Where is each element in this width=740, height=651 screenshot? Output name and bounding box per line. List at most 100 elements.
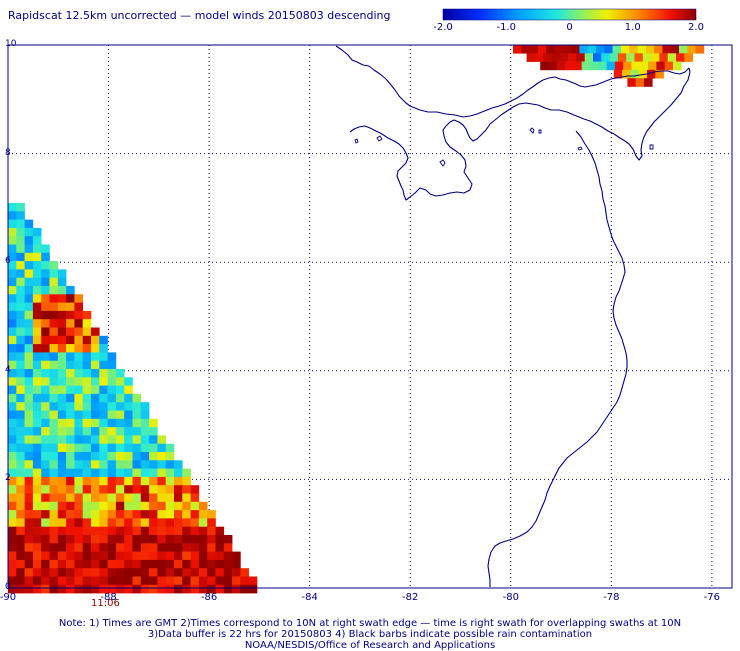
swath-cell [41,452,50,461]
swath-cell [529,45,539,54]
swath-cell [8,360,17,370]
swath-cell [99,576,108,586]
swath-cell [659,53,668,62]
swath-cell [91,535,100,544]
swath-cell [49,435,59,444]
swath-cell [74,510,83,519]
swath-cell [57,501,67,511]
swath-cell [41,261,50,270]
swath-cell [82,360,92,370]
swath-cell [215,526,225,536]
swath-cell [207,510,216,519]
swath-cell [132,568,142,577]
swath-cell [8,485,17,494]
swath-cell [16,510,25,519]
swath-cell [149,418,158,428]
swath-cell [174,485,183,494]
swath-cell [198,551,208,561]
swath-cell [8,385,17,395]
swath-cell [598,61,607,71]
swath-cell [165,518,175,527]
x-tick-label: -86 [200,592,218,603]
swath-cell [91,393,100,403]
swath-cell [74,452,83,461]
swath-cell [157,543,166,552]
swath-cell [124,385,133,395]
swath-cell [115,559,125,569]
swath-cell [49,427,59,436]
swath-cell [49,443,59,453]
swath-cell [8,418,17,428]
swath-cell [57,418,67,428]
swath-cell [149,460,158,469]
swath-cell [190,526,200,536]
swath-cell [41,352,50,361]
swath-cell [115,584,125,594]
swath-cell [617,53,627,62]
swath-cell [66,385,75,395]
swath-cell [248,584,258,594]
swath-cell [41,377,50,386]
swath-cell [115,576,125,586]
swath-cell [24,294,34,303]
swath-cell [99,335,108,345]
swath-cell [667,53,677,62]
swath-cell [49,476,59,486]
swath-cell [107,476,117,486]
swath-cell [32,476,42,486]
swath-cell [66,543,75,552]
swath-cell [223,576,233,586]
swath-cell [182,518,191,527]
swath-northeast [513,45,705,87]
swath-cell [24,402,34,411]
swath-cell [24,559,34,569]
swath-cell [8,535,17,544]
swath-cell [556,61,566,71]
swath-cell [132,584,142,594]
swath-cell [190,543,200,552]
swath-cell [8,252,17,262]
swath-cell [32,526,42,536]
swath-cell [107,468,117,478]
swath-cell [32,551,42,561]
swath-cell [107,460,117,469]
swath-cell [149,518,158,527]
swath-cell [554,45,564,54]
swath-cell [66,327,75,337]
swath-cell [74,369,83,378]
swath-cell [174,476,183,486]
swath-cell [546,45,555,54]
swath-cell [16,543,25,552]
swath-cell [41,443,50,453]
swath-cell [57,369,67,378]
swath-cell [57,576,67,586]
swath-cell [16,501,25,511]
swath-cell [74,402,83,411]
swath-cell [32,302,42,312]
swath-cell [32,468,42,478]
swath-cell [24,227,34,237]
swath-cell [140,427,150,436]
swath-cell [74,576,83,586]
x-tick-label: -84 [301,592,318,603]
swath-cell [49,402,59,411]
swath-cell [24,302,34,312]
y-tick-label: 8 [5,147,11,158]
swath-cell [99,559,108,569]
swath-cell [182,476,191,486]
swath-cell [593,53,602,62]
swath-cell [41,485,50,494]
swath-cell [57,535,67,544]
swath-cell [49,261,59,270]
swath-cell [655,69,664,79]
swath-cell [8,460,17,469]
swath-cell [165,493,175,503]
swath-cell [41,510,50,519]
swath-cell [240,576,249,586]
swath-cell [66,476,75,486]
swath-cell [124,559,133,569]
swath-cell [91,476,100,486]
colorbar-tick-label: -1.0 [496,22,517,33]
swath-cell [82,335,92,345]
swath-cell [91,485,100,494]
